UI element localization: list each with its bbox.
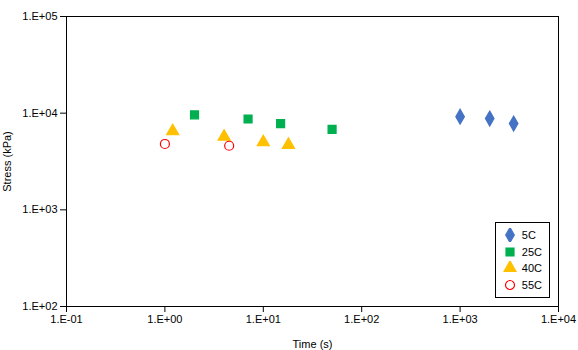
svg-text:1.E+01: 1.E+01 — [246, 313, 281, 325]
svg-text:1.E+04: 1.E+04 — [541, 313, 576, 325]
svg-text:1.E+04: 1.E+04 — [22, 107, 57, 119]
html-text:40C: 40C — [521, 262, 542, 274]
svg-text:1.E+00: 1.E+00 — [147, 313, 182, 325]
svg-text:1.E-01: 1.E-01 — [50, 313, 82, 325]
svg-text:Stress (kPa): Stress (kPa) — [1, 131, 13, 192]
svg-text:1.E+05: 1.E+05 — [22, 10, 57, 22]
svg-text:Time (s): Time (s) — [293, 338, 333, 350]
html-text:5C: 5C — [521, 229, 536, 241]
svg-text:1.E+03: 1.E+03 — [22, 203, 57, 215]
svg-text:1.E+02: 1.E+02 — [22, 300, 57, 312]
html-text:25C: 25C — [521, 245, 542, 258]
svg-text:1.E+03: 1.E+03 — [443, 313, 478, 325]
svg-text:1.E+02: 1.E+02 — [344, 313, 379, 325]
html-text:55C: 55C — [521, 278, 542, 291]
